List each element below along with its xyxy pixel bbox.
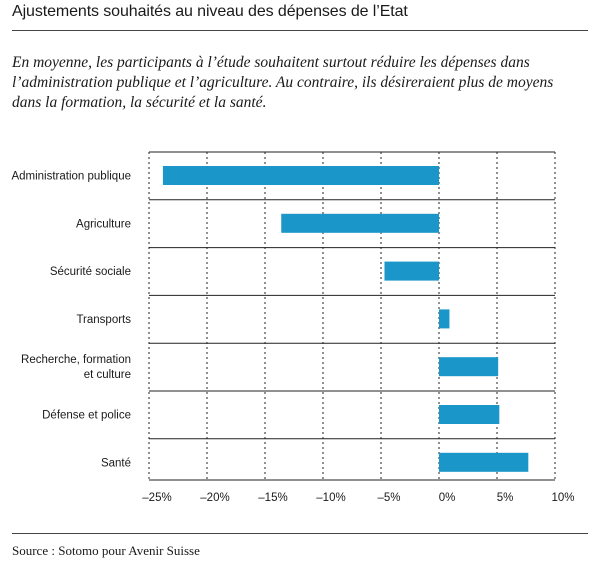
x-tick-label: –5% <box>377 492 400 504</box>
bars <box>162 166 529 472</box>
source-divider <box>12 533 588 534</box>
bar-5 <box>439 405 500 424</box>
x-tick-label: 0% <box>439 492 456 504</box>
source-note: Source : Sotomo pour Avenir Suisse <box>12 543 200 558</box>
category-labels: Administration publique Agriculture Sécuri… <box>11 171 131 470</box>
bar-0 <box>162 166 440 185</box>
x-tick-label: –15% <box>258 492 287 504</box>
bar-2 <box>384 261 439 281</box>
category-label: Sécurité sociale <box>50 266 131 278</box>
category-label: Santé <box>101 457 131 469</box>
x-tick-label: 5% <box>497 492 514 504</box>
x-tick-label: –25% <box>142 492 171 504</box>
category-label: Défense et police <box>42 410 131 422</box>
x-tick-label: 10% <box>551 492 574 504</box>
category-label: Transports <box>76 314 131 326</box>
title-divider <box>12 30 588 31</box>
chart-subtitle: En moyenne, les participants à l’étude s… <box>12 54 554 111</box>
bar-1 <box>281 213 439 233</box>
category-label: Recherche, formation et culture <box>21 354 131 381</box>
category-label: Agriculture <box>76 218 131 230</box>
grid-lines <box>148 151 556 480</box>
x-axis: –25% –20% –15% –10% –5% 0% 5% 10% <box>142 479 575 504</box>
bar-4 <box>439 357 499 377</box>
bar-chart: Administration publique Agriculture Sécuri… <box>11 151 575 504</box>
category-label: Administration publique <box>11 171 131 183</box>
bar-6 <box>439 452 529 472</box>
x-tick-label: –10% <box>316 492 345 504</box>
bar-3 <box>439 309 450 329</box>
chart-title: Ajustements souhaités au niveau des dépe… <box>12 3 408 20</box>
x-tick-label: –20% <box>200 492 229 504</box>
